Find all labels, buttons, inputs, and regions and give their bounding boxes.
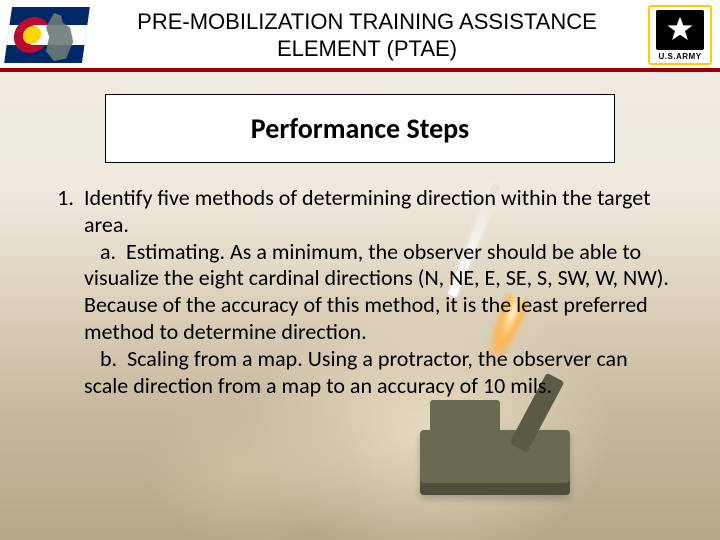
background-vehicle	[420, 430, 570, 495]
header-title-line1: PRE-MOBILIZATION TRAINING ASSISTANCE	[137, 9, 597, 34]
header-title: PRE-MOBILIZATION TRAINING ASSISTANCE ELE…	[86, 8, 648, 63]
sub-a-label: a.	[100, 238, 116, 265]
sub-b-label: b.	[100, 345, 117, 372]
slide-content: Performance Steps 1. Identify five metho…	[0, 72, 720, 400]
us-army-logo: U.S.ARMY	[648, 5, 712, 65]
colorado-minuteman-logo	[8, 7, 86, 63]
section-title-box: Performance Steps	[105, 94, 615, 163]
list-item-1: 1. Identify five methods of determining …	[40, 185, 672, 400]
list-number: 1.	[40, 185, 84, 400]
header-title-line2: ELEMENT (PTAE)	[277, 36, 457, 61]
star-icon	[666, 15, 694, 43]
sub-b-title: Scaling from a map.	[127, 345, 303, 372]
body-text: 1. Identify five methods of determining …	[34, 185, 686, 400]
slide-header: PRE-MOBILIZATION TRAINING ASSISTANCE ELE…	[0, 0, 720, 72]
list-lead: Identify five methods of determining dir…	[84, 184, 650, 238]
army-label: U.S.ARMY	[658, 52, 701, 61]
section-title: Performance Steps	[251, 111, 469, 146]
sub-a-title: Estimating.	[126, 238, 225, 265]
